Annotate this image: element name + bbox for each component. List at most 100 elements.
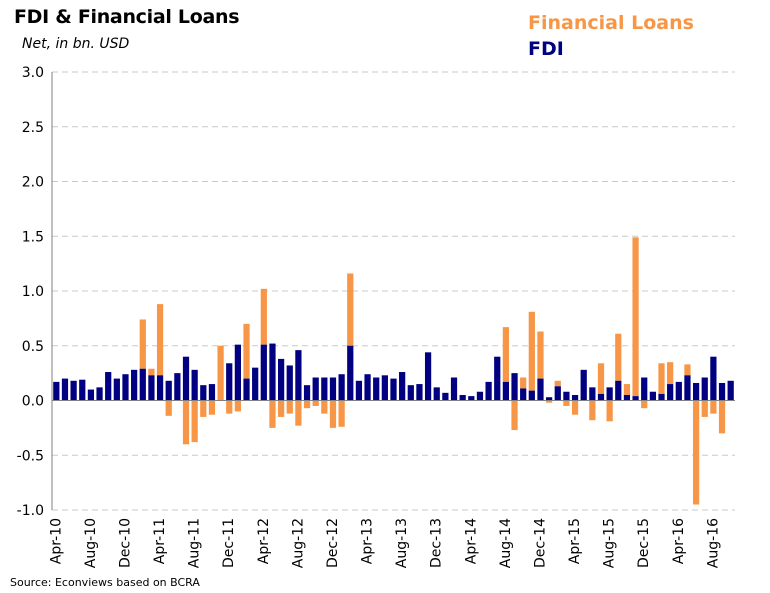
fdi-bar: [87, 389, 95, 401]
fdi-bar: [606, 387, 613, 401]
fdi-bar: [692, 382, 700, 401]
fdi-bar: [511, 373, 518, 401]
legend-fdi: FDI: [528, 38, 564, 60]
x-tick-label: Dec-13: [429, 518, 445, 568]
y-tick-label: -1.0: [17, 503, 44, 519]
financial-loans-bar: [165, 400, 172, 416]
x-tick-label: Apr-10: [48, 518, 64, 564]
fdi-bar: [589, 387, 596, 401]
fdi-bar: [546, 397, 553, 401]
x-axis-labels: Apr-10 Aug-10 Dec-10 Apr-11 Aug-11 Dec-11 Apr-…: [48, 518, 721, 568]
fdi-bar: [537, 378, 544, 401]
fdi-bar: [675, 381, 682, 401]
fdi-bar: [347, 345, 354, 401]
financial-loans-bars: [139, 237, 726, 505]
axes: [51, 72, 735, 510]
financial-loans-bar: [701, 400, 708, 417]
fdi-bar: [597, 393, 605, 401]
fdi-bar: [139, 368, 146, 401]
x-tick-label: Aug-11: [187, 518, 203, 568]
fdi-bar: [252, 367, 259, 401]
y-tick-label: 0.0: [22, 394, 44, 410]
x-tick-label: Dec-11: [221, 518, 237, 568]
financial-loans-bar: [208, 400, 216, 415]
x-tick-label: Apr-12: [256, 518, 272, 564]
fdi-bar: [61, 378, 69, 401]
chart-title: FDI & Financial Loans: [14, 6, 240, 28]
fdi-bar: [79, 379, 86, 401]
fdi-bar: [684, 375, 691, 401]
financial-loans-bar: [217, 345, 224, 401]
financial-loans-bar: [260, 288, 267, 345]
fdi-bar: [53, 381, 60, 401]
fdi-bar: [459, 395, 466, 401]
fdi-bar: [563, 391, 570, 401]
fdi-bar: [641, 377, 648, 401]
fdi-bar: [632, 396, 639, 401]
x-tick-label: Aug-13: [394, 518, 410, 568]
fdi-bar: [243, 378, 250, 401]
y-tick-label: 1.5: [22, 229, 44, 245]
fdi-bar: [208, 384, 216, 401]
financial-loans-bar: [347, 273, 354, 346]
financial-loans-bar: [632, 237, 639, 397]
financial-loans-bar: [226, 400, 233, 414]
financial-loans-bar: [546, 400, 553, 403]
financial-loans-bar: [338, 400, 345, 427]
fdi-bar: [571, 395, 579, 401]
legend-financial-loans: Financial Loans: [528, 12, 694, 34]
fdi-bar: [649, 391, 656, 401]
fdi-bar: [338, 374, 345, 401]
fdi-bar: [70, 380, 77, 401]
fdi-bar: [623, 395, 631, 401]
x-tick-label: Dec-15: [636, 518, 652, 568]
y-axis-labels: 3.0 2.5 2.0 1.5 1.0 0.5 0.0 -0.5 -1.0: [17, 65, 44, 519]
fdi-bar: [234, 344, 241, 401]
financial-loans-bar: [615, 333, 622, 381]
fdi-bar: [667, 384, 674, 401]
fdi-bar: [122, 374, 129, 401]
fdi-bar: [303, 385, 311, 401]
fdi-bar: [269, 343, 276, 401]
source-note: Source: Econviews based on BCRA: [10, 576, 200, 589]
financial-loans-bar: [269, 400, 276, 428]
x-tick-label: Apr-15: [567, 518, 583, 564]
fdi-bar: [113, 378, 120, 401]
fdi-bar: [321, 377, 328, 401]
fdi-bar: [156, 375, 164, 401]
financial-loans-bar: [148, 368, 155, 376]
fdi-bar: [718, 382, 726, 401]
fdi-bar: [381, 375, 388, 401]
financial-loans-bar: [571, 400, 579, 415]
x-tick-label: Aug-16: [705, 518, 721, 568]
financial-loans-bar: [589, 400, 596, 421]
fdi-bar: [260, 344, 267, 401]
y-tick-label: 1.0: [22, 284, 44, 300]
financial-loans-bar: [295, 400, 302, 426]
financial-loans-bar: [502, 327, 510, 382]
x-tick-label: Aug-12: [290, 518, 306, 568]
financial-loans-bar: [520, 377, 527, 389]
fdi-bar: [468, 396, 475, 401]
fdi-bar: [226, 363, 233, 401]
fdi-bar: [105, 372, 112, 401]
fdi-bar: [286, 365, 293, 401]
financial-loans-bar: [511, 400, 518, 431]
financial-loans-bar: [597, 363, 605, 394]
fdi-bar: [277, 358, 285, 401]
x-tick-label: Dec-12: [325, 518, 341, 568]
fdi-bar: [502, 381, 510, 401]
financial-loans-bar: [658, 363, 665, 394]
financial-loans-bar: [139, 319, 146, 369]
x-tick-label: Aug-15: [602, 518, 618, 568]
financial-loans-bar: [528, 311, 535, 391]
fdi-bar: [416, 384, 423, 401]
financial-loans-bar: [563, 400, 570, 406]
x-tick-label: Dec-14: [532, 518, 548, 568]
grid-lines: [52, 71, 735, 511]
fdi-bar: [165, 380, 172, 401]
fdi-bar: [148, 375, 155, 401]
y-tick-label: 0.5: [22, 339, 44, 355]
fdi-bar: [710, 356, 717, 401]
